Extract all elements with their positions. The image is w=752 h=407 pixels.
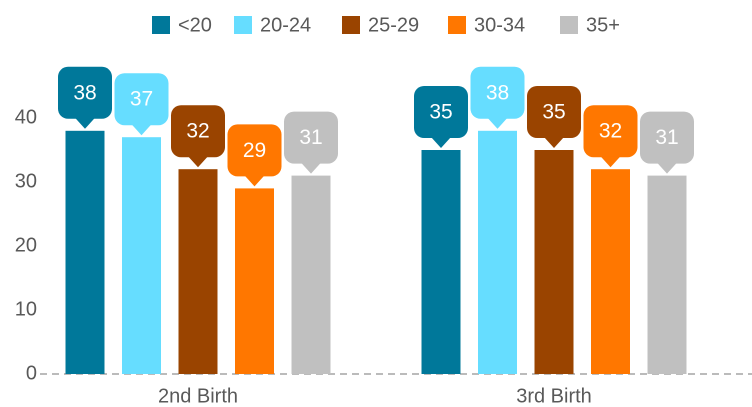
- bar: [178, 169, 218, 374]
- data-label-pointer: [188, 156, 208, 168]
- legend-label: <20: [178, 14, 212, 36]
- data-label: 38: [73, 81, 96, 104]
- data-label: 32: [186, 120, 209, 143]
- data-label-pointer: [600, 156, 621, 168]
- y-tick-label: 10: [15, 298, 37, 320]
- bar: [591, 169, 630, 374]
- legend-swatch: [448, 16, 466, 34]
- bar: [478, 130, 517, 374]
- data-label-box: [583, 105, 638, 158]
- data-label-pointer: [431, 137, 451, 148]
- data-label: 31: [655, 126, 678, 149]
- data-label-box: [114, 73, 169, 126]
- bar: [421, 150, 461, 374]
- legend-label: 30-34: [474, 14, 525, 36]
- bar: [534, 150, 574, 374]
- data-label: 31: [299, 126, 322, 149]
- y-tick-label: 0: [26, 362, 37, 384]
- data-label: 35: [542, 101, 565, 124]
- data-label-box: [414, 86, 468, 138]
- legend-swatch: [234, 16, 252, 34]
- data-label-box: [470, 66, 525, 119]
- data-label-pointer: [131, 124, 152, 136]
- data-label-pointer: [75, 117, 95, 129]
- data-label: 35: [429, 101, 452, 124]
- legend-swatch: [342, 16, 360, 34]
- data-label-box: [527, 86, 581, 138]
- bar: [235, 188, 274, 374]
- data-label-pointer: [544, 137, 564, 148]
- bar: [122, 137, 161, 374]
- x-tick-label: 2nd Birth: [158, 385, 238, 407]
- bar: [65, 130, 105, 374]
- data-label-pointer: [487, 117, 508, 129]
- data-label-box: [58, 66, 112, 119]
- y-tick-label: 20: [15, 234, 37, 256]
- bar: [647, 175, 687, 374]
- data-label-box: [284, 111, 338, 164]
- data-label-pointer: [301, 162, 321, 174]
- data-label-box: [171, 105, 225, 158]
- data-label-pointer: [657, 162, 677, 174]
- data-label: 29: [243, 139, 266, 162]
- data-label: 32: [599, 120, 622, 143]
- y-tick-label: 30: [15, 170, 37, 192]
- data-label-box: [227, 124, 282, 177]
- bar: [291, 175, 331, 374]
- data-label: 38: [486, 81, 509, 104]
- y-tick-label: 40: [15, 106, 37, 128]
- data-label: 37: [130, 88, 153, 111]
- data-label-pointer: [244, 175, 265, 187]
- legend-swatch: [560, 16, 578, 34]
- x-tick-label: 3rd Birth: [516, 385, 592, 407]
- legend-label: 25-29: [368, 14, 419, 36]
- legend-swatch: [152, 16, 170, 34]
- legend-label: 20-24: [260, 14, 311, 36]
- data-label-box: [640, 111, 694, 164]
- legend-label: 35+: [586, 14, 620, 36]
